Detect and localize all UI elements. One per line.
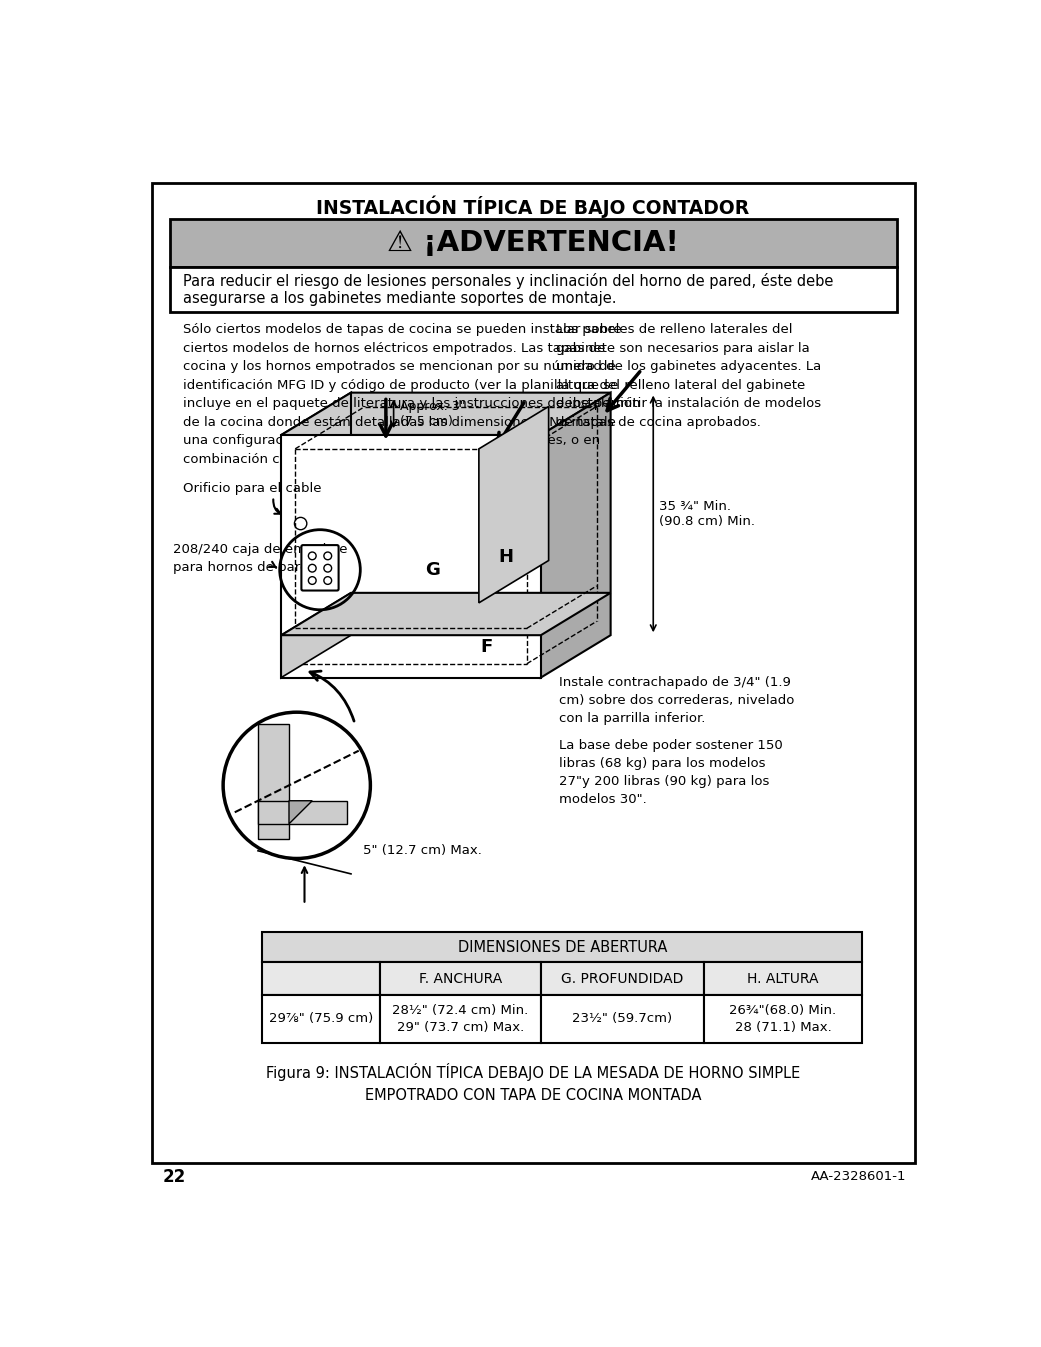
Circle shape [324,552,332,560]
FancyBboxPatch shape [704,995,863,1043]
Text: Los paneles de relleno laterales del
gabinete son necesarios para aislar la
unid: Los paneles de relleno laterales del gab… [556,323,821,428]
FancyBboxPatch shape [262,995,380,1043]
FancyBboxPatch shape [704,963,863,995]
Polygon shape [258,723,289,839]
FancyBboxPatch shape [380,995,541,1043]
Text: 35 ¾" Min.
(90.8 cm) Min.: 35 ¾" Min. (90.8 cm) Min. [659,500,756,528]
FancyBboxPatch shape [171,220,897,267]
Text: Sólo ciertos modelos de tapas de cocina se pueden instalar sobre
ciertos modelos: Sólo ciertos modelos de tapas de cocina … [183,323,640,466]
Text: F. ANCHURA: F. ANCHURA [418,971,502,986]
Text: H: H [499,548,513,567]
Polygon shape [281,392,351,678]
Polygon shape [281,392,611,435]
Polygon shape [289,800,312,824]
Polygon shape [479,407,549,603]
Text: G. PROFUNDIDAD: G. PROFUNDIDAD [561,971,684,986]
FancyBboxPatch shape [541,963,704,995]
Text: ⚠ ¡ADVERTENCIA!: ⚠ ¡ADVERTENCIA! [387,229,679,257]
Circle shape [223,713,371,858]
FancyBboxPatch shape [302,546,338,590]
Text: 208/240 caja de empalme
para hornos de pared: 208/240 caja de empalme para hornos de p… [173,543,348,574]
FancyBboxPatch shape [171,267,897,311]
Text: Figura 9: INSTALACIÓN TÍPICA DEBAJO DE LA MESADA DE HORNO SIMPLE
EMPOTRADO CON T: Figura 9: INSTALACIÓN TÍPICA DEBAJO DE L… [266,1063,801,1103]
Text: 26¾"(68.0) Min.
28 (71.1) Max.: 26¾"(68.0) Min. 28 (71.1) Max. [730,1004,837,1033]
Text: 28½" (72.4 cm) Min.
29" (73.7 cm) Max.: 28½" (72.4 cm) Min. 29" (73.7 cm) Max. [392,1004,529,1033]
Circle shape [308,552,316,560]
Polygon shape [258,800,347,824]
Text: DIMENSIONES DE ABERTURA: DIMENSIONES DE ABERTURA [457,940,667,955]
Polygon shape [281,593,611,636]
Circle shape [324,577,332,585]
Text: Orificio para el cable: Orificio para el cable [183,482,322,496]
Text: AA-2328601-1: AA-2328601-1 [811,1171,907,1183]
Polygon shape [281,593,351,678]
Text: 22: 22 [162,1168,186,1185]
FancyBboxPatch shape [380,963,541,995]
Text: G: G [425,560,439,579]
Polygon shape [281,435,541,678]
Text: Instale contrachapado de 3/4" (1.9
cm) sobre dos correderas, nivelado
con la par: Instale contrachapado de 3/4" (1.9 cm) s… [559,676,794,725]
Circle shape [308,577,316,585]
Text: INSTALACIÓN TÍPICA DE BAJO CONTADOR: INSTALACIÓN TÍPICA DE BAJO CONTADOR [316,195,750,218]
Text: Para reducir el riesgo de lesiones personales y inclinación del horno de pared, : Para reducir el riesgo de lesiones perso… [183,272,833,306]
Text: Approx. 3"
(7.5 cm): Approx. 3" (7.5 cm) [400,400,465,428]
Circle shape [324,564,332,572]
FancyBboxPatch shape [262,963,380,995]
Text: 23½" (59.7cm): 23½" (59.7cm) [573,1012,672,1025]
Polygon shape [541,392,611,678]
Text: La base debe poder sostener 150
libras (68 kg) para los modelos
27"y 200 libras : La base debe poder sostener 150 libras (… [559,740,783,806]
Text: F: F [481,637,492,656]
FancyBboxPatch shape [262,932,863,963]
Text: 5" (12.7 cm) Max.: 5" (12.7 cm) Max. [362,845,482,857]
FancyBboxPatch shape [541,995,704,1043]
Text: H. ALTURA: H. ALTURA [747,971,819,986]
Circle shape [308,564,316,572]
Text: 29⅞" (75.9 cm): 29⅞" (75.9 cm) [269,1012,373,1025]
FancyBboxPatch shape [152,183,915,1162]
